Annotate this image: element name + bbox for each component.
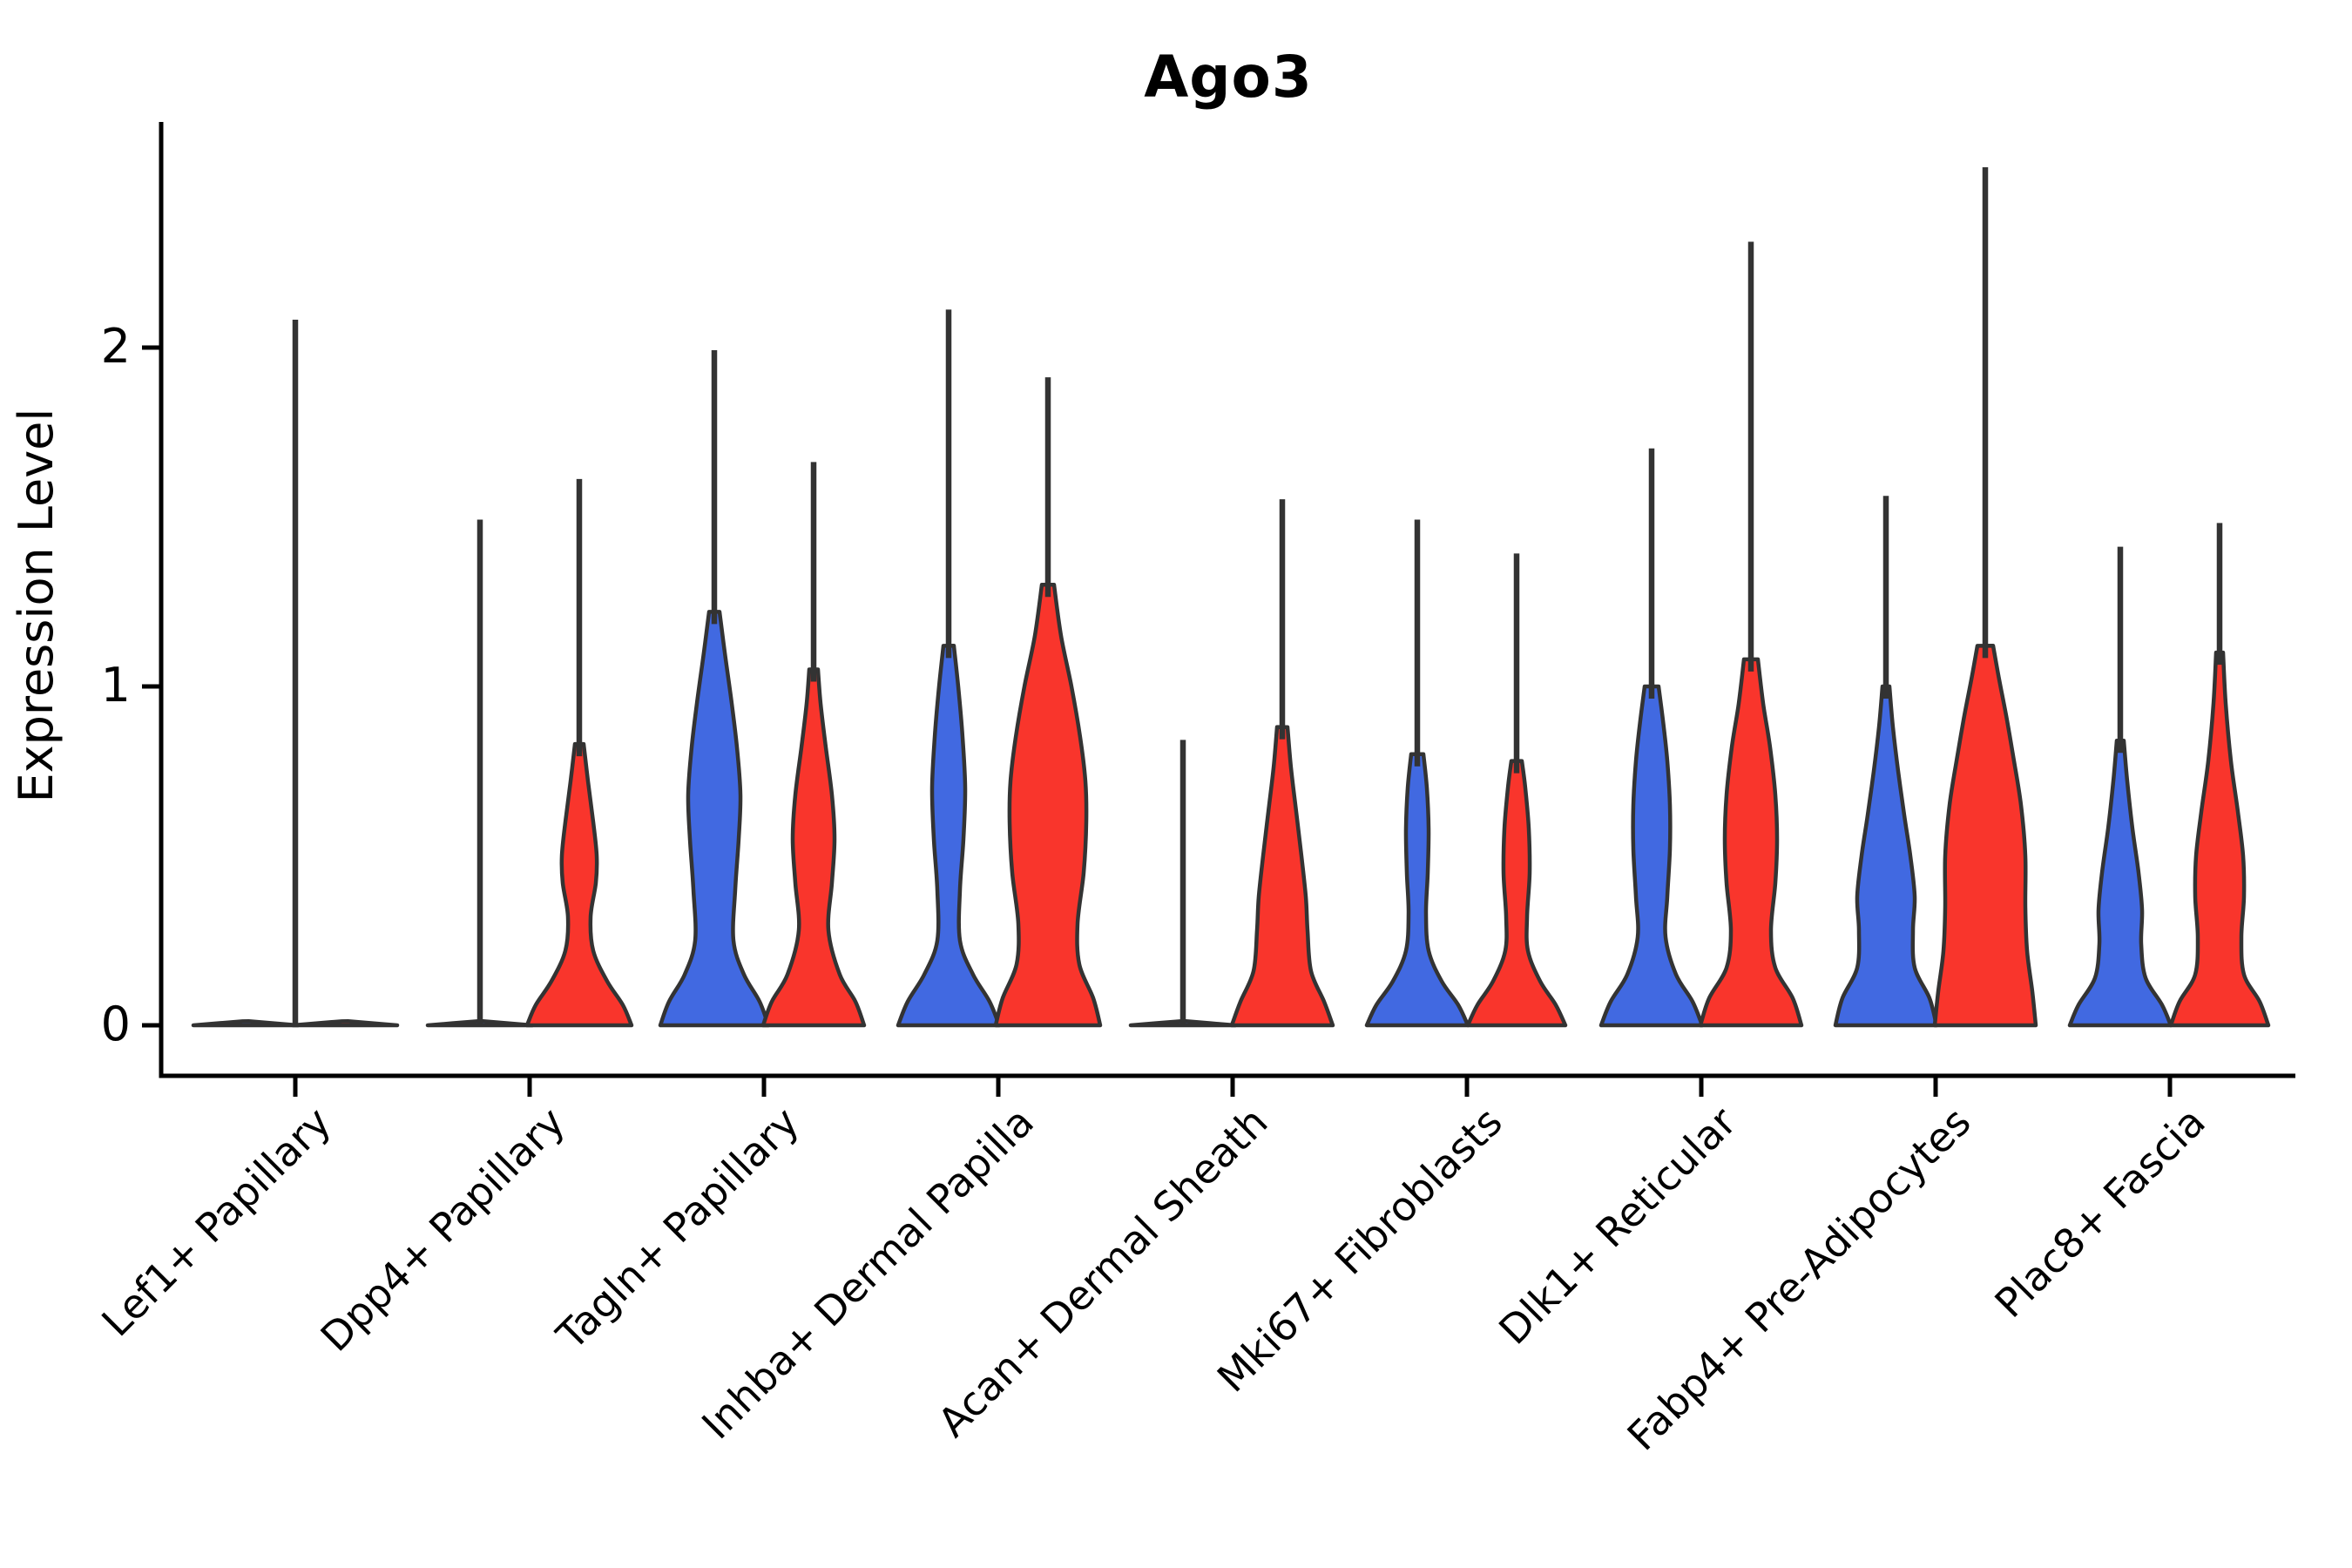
- chart-title: Ago3: [1144, 44, 1313, 111]
- violin-acan-dermal-sheath-red: [1229, 725, 1335, 1028]
- violin-fabp4-pre-adipocytes-red: [1932, 644, 2038, 1028]
- violin-inhba-dermal-papilla-red: [993, 583, 1103, 1028]
- violin-plac8-fascia-blue: [2067, 738, 2173, 1028]
- violin-plac8-fascia-red: [2168, 650, 2271, 1028]
- violin-fabp4-pre-adipocytes-blue: [1833, 684, 1939, 1028]
- y-tick-label-2: 2: [100, 319, 131, 374]
- violin-dlk1-reticular-red: [1698, 657, 1804, 1028]
- y-tick-label-1: 1: [100, 658, 131, 713]
- violin-mki67-fibroblasts-red: [1465, 759, 1568, 1028]
- violin-mki67-fibroblasts-blue: [1364, 752, 1470, 1028]
- violin-lef1-papillary-red: [290, 1019, 400, 1028]
- violin-tagln-papillary-blue: [658, 610, 771, 1028]
- violin-tagln-papillary-red: [760, 667, 867, 1028]
- violin-dlk1-reticular-blue: [1598, 684, 1705, 1028]
- violin-dpp4-papillary-red: [524, 741, 634, 1028]
- violin-lef1-papillary-blue: [191, 1019, 301, 1028]
- y-tick-label-0: 0: [100, 997, 131, 1051]
- violin-inhba-dermal-papilla-blue: [896, 644, 1002, 1028]
